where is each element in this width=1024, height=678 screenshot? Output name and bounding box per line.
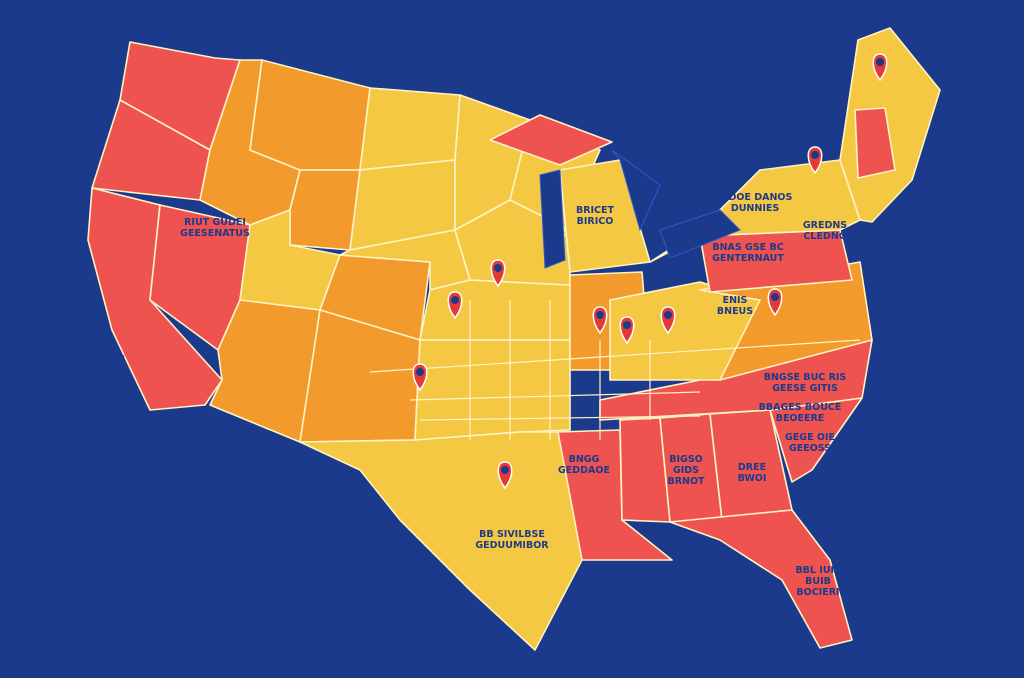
marker [497, 461, 513, 490]
region-label: CLEDNG [803, 231, 846, 242]
marker [592, 306, 608, 335]
state [557, 429, 673, 561]
region-label: GEESE GITIS [772, 383, 838, 394]
state [299, 431, 583, 651]
marker-dot [623, 321, 631, 329]
region-label: BWOI [738, 473, 767, 484]
lake [539, 169, 566, 269]
region-label: BBL IUIT [795, 565, 841, 576]
region-label: RIUT GUDEI [184, 217, 246, 228]
lake [659, 209, 741, 259]
marker-dot [494, 264, 502, 272]
region-label: BEOEERE [776, 413, 825, 424]
region-label: GEEOSS [789, 443, 831, 454]
region-label: BNGSE BUC RIS [764, 372, 847, 383]
region-label: BRICET [576, 205, 615, 216]
region-label: BIDG [99, 354, 126, 365]
marker [412, 363, 428, 392]
region-label: BNAS GSE BC [712, 242, 783, 253]
region-label: GEGE OIE [785, 432, 835, 443]
marker-dot [771, 293, 779, 301]
state [414, 339, 571, 441]
region-label: BOCIERI [796, 587, 839, 598]
region-label: BIRICO [577, 216, 614, 227]
region-label: BIDOE DANOS [718, 192, 793, 203]
marker [490, 259, 506, 288]
region-label: Tiweon [546, 632, 584, 643]
marker-dot [876, 58, 884, 66]
region-label: RIDS [99, 365, 125, 376]
road [419, 415, 701, 421]
region-label: BBAGES BOUCE [759, 402, 842, 413]
region-label: BUIB [805, 576, 831, 587]
region-label: GREDNS [803, 220, 847, 231]
region-label: BNGG [569, 454, 600, 465]
lake [611, 149, 661, 232]
marker-dot [596, 311, 604, 319]
marker-dot [501, 466, 509, 474]
marker-dot [416, 368, 424, 376]
state [359, 87, 461, 171]
marker [807, 146, 823, 175]
marker-dot [664, 311, 672, 319]
state [669, 509, 853, 649]
marker-dot [451, 296, 459, 304]
region-label: DUNNIES [731, 203, 780, 214]
region-label: GEESENATUS [180, 228, 250, 239]
road [409, 391, 701, 401]
state [854, 107, 896, 179]
region-label: BRNOT [667, 476, 705, 487]
city-grid [369, 300, 861, 440]
region-label: GIDS [673, 465, 699, 476]
marker [767, 288, 783, 317]
region-label: BNEUS [717, 306, 753, 317]
marker-dot [811, 151, 819, 159]
region-label: GEDUUMIBOR [475, 540, 549, 551]
marker [660, 306, 676, 335]
region-label: BIGSO [669, 454, 703, 465]
marker [872, 53, 888, 82]
road [369, 339, 861, 373]
region-label: DREE [738, 462, 766, 473]
state [489, 114, 613, 166]
state [419, 279, 571, 341]
marker [619, 316, 635, 345]
region-label: GENTERNAUT [712, 253, 784, 264]
state [289, 169, 361, 251]
markers [412, 53, 888, 490]
marker [447, 291, 463, 320]
states [87, 27, 941, 651]
region-label: BB SIVILBSE [479, 529, 545, 540]
region-label: ENIS [723, 295, 748, 306]
region-label: GEDDAOE [558, 465, 610, 476]
